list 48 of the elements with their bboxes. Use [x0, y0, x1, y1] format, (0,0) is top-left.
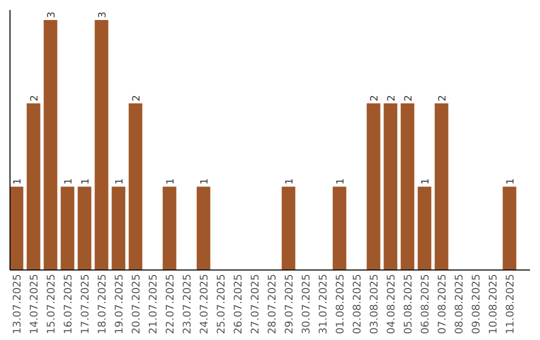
x-tick-label: 23.07.2025 [182, 274, 194, 334]
x-tick-label: 27.07.2025 [250, 274, 262, 334]
data-label: 1 [80, 178, 92, 185]
data-label: 2 [132, 94, 142, 102]
data-label: 1 [12, 178, 24, 185]
data-label: 1 [114, 178, 126, 185]
data-label: 2 [386, 94, 398, 102]
x-tick-label: 06.08.2025 [420, 274, 432, 334]
x-tick-label: 15.07.2025 [46, 274, 58, 334]
x-tick-label: 04.08.2025 [386, 274, 398, 334]
x-tick-label: 30.07.2025 [300, 274, 312, 334]
x-tick-label: 21.07.2025 [148, 274, 160, 334]
x-tick-label: 11.08.2025 [504, 274, 516, 334]
x-tick-label: 09.08.2025 [470, 274, 482, 334]
data-label: 1 [284, 178, 296, 185]
data-label: 1 [166, 178, 176, 185]
data-label: 1 [506, 178, 516, 185]
x-tick-label: 01.08.2025 [334, 274, 346, 334]
x-tick-label: 31.07.2025 [318, 274, 330, 334]
x-tick-label: 10.08.2025 [488, 274, 500, 334]
data-label: 1 [420, 178, 432, 185]
x-tick-label: 03.08.2025 [368, 274, 380, 334]
data-label: 2 [438, 94, 448, 102]
data-label: 2 [370, 94, 380, 102]
data-label: 2 [404, 94, 414, 102]
x-tick-label: 24.07.2025 [198, 274, 210, 334]
x-tick-label: 22.07.2025 [164, 274, 176, 334]
x-tick-label: 08.08.2025 [454, 274, 466, 334]
data-label: 3 [46, 12, 58, 18]
data-label: 3 [98, 12, 108, 18]
x-tick-label: 13.07.2025 [12, 274, 24, 334]
x-tick-label: 25.07.2025 [216, 274, 228, 334]
x-tick-label: 28.07.2025 [266, 274, 278, 334]
data-label: 1 [200, 178, 210, 185]
x-tick-label: 07.08.2025 [436, 274, 448, 334]
x-tick-label: 19.07.2025 [114, 274, 126, 334]
x-tick-label: 26.07.2025 [232, 274, 244, 334]
x-tick-label: 20.07.2025 [130, 274, 142, 334]
x-tick-label: 29.07.2025 [284, 274, 296, 334]
x-tick-label: 02.08.2025 [352, 274, 364, 334]
data-label: 1 [64, 178, 74, 185]
x-tick-label: 18.07.2025 [96, 274, 108, 334]
data-label: 1 [336, 178, 346, 185]
x-tick-label: 14.07.2025 [28, 274, 40, 334]
x-tick-label: 17.07.2025 [80, 274, 92, 334]
x-tick-label: 16.07.2025 [62, 274, 74, 334]
data-label: 2 [30, 94, 40, 102]
x-tick-label: 05.08.2025 [402, 274, 414, 334]
